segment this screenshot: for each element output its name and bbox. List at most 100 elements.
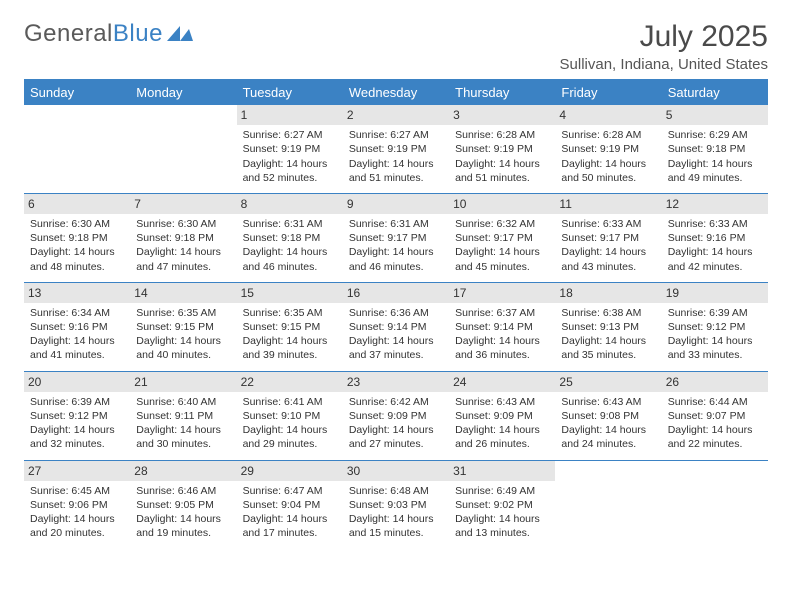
daylight-a-text: Daylight: 14 hours xyxy=(349,512,443,526)
calendar-day-cell: 3Sunrise: 6:28 AMSunset: 9:19 PMDaylight… xyxy=(449,105,555,194)
sunset-text: Sunset: 9:11 PM xyxy=(136,409,230,423)
calendar-day-cell: 12Sunrise: 6:33 AMSunset: 9:16 PMDayligh… xyxy=(662,193,768,282)
sunrise-text: Sunrise: 6:41 AM xyxy=(243,395,337,409)
page-header: GeneralBlue July 2025 Sullivan, Indiana,… xyxy=(24,20,768,73)
daylight-b-text: and 26 minutes. xyxy=(455,437,549,451)
daylight-b-text: and 29 minutes. xyxy=(243,437,337,451)
daylight-a-text: Daylight: 14 hours xyxy=(455,423,549,437)
calendar-day-cell: 25 Sunrise: 6:43 AMSunset: 9:08 PMDayligh… xyxy=(555,371,661,460)
daylight-b-text: and 48 minutes. xyxy=(30,260,124,274)
sunrise-text: Sunrise: 6:43 AM xyxy=(455,395,549,409)
sunset-text: Sunset: 9:17 PM xyxy=(455,231,549,245)
calendar-day-cell: 15Sunrise: 6:35 AMSunset: 9:15 PMDayligh… xyxy=(237,282,343,371)
daylight-a-text: Daylight: 14 hours xyxy=(243,512,337,526)
calendar-day-cell: 18Sunrise: 6:38 AMSunset: 9:13 PMDayligh… xyxy=(555,282,661,371)
day-number: 11 xyxy=(555,194,661,214)
calendar-day-cell: 9Sunrise: 6:31 AMSunset: 9:17 PMDaylight… xyxy=(343,193,449,282)
sunset-text: Sunset: 9:17 PM xyxy=(349,231,443,245)
day-number: 10 xyxy=(449,194,555,214)
day-number: 7 xyxy=(130,194,236,214)
calendar-day-cell: 11Sunrise: 6:33 AMSunset: 9:17 PMDayligh… xyxy=(555,193,661,282)
daylight-b-text: and 47 minutes. xyxy=(136,260,230,274)
sunset-text: Sunset: 9:08 PM xyxy=(561,409,655,423)
calendar-day-cell: 27Sunrise: 6:45 AMSunset: 9:06 PMDayligh… xyxy=(24,460,130,548)
day-number: 14 xyxy=(130,283,236,303)
calendar-day-cell: 2Sunrise: 6:27 AMSunset: 9:19 PMDaylight… xyxy=(343,105,449,194)
daylight-a-text: Daylight: 14 hours xyxy=(30,423,124,437)
sunset-text: Sunset: 9:07 PM xyxy=(668,409,762,423)
title-block: July 2025 Sullivan, Indiana, United Stat… xyxy=(560,20,768,73)
daylight-a-text: Daylight: 14 hours xyxy=(455,512,549,526)
calendar-day-cell: 22Sunrise: 6:41 AMSunset: 9:10 PMDayligh… xyxy=(237,371,343,460)
sunrise-text: Sunrise: 6:47 AM xyxy=(243,484,337,498)
daylight-b-text: and 51 minutes. xyxy=(349,171,443,185)
daylight-a-text: Daylight: 14 hours xyxy=(455,157,549,171)
daylight-b-text: and 19 minutes. xyxy=(136,526,230,540)
sunset-text: Sunset: 9:05 PM xyxy=(136,498,230,512)
daylight-a-text: Daylight: 14 hours xyxy=(455,334,549,348)
sunset-text: Sunset: 9:18 PM xyxy=(243,231,337,245)
daylight-b-text: and 30 minutes. xyxy=(136,437,230,451)
sunrise-text: Sunrise: 6:40 AM xyxy=(136,395,230,409)
daylight-a-text: Daylight: 14 hours xyxy=(561,157,655,171)
sunrise-text: Sunrise: 6:27 AM xyxy=(349,128,443,142)
daylight-a-text: Daylight: 14 hours xyxy=(30,512,124,526)
logo-text-2: Blue xyxy=(113,20,163,48)
sunset-text: Sunset: 9:04 PM xyxy=(243,498,337,512)
sunrise-text: Sunrise: 6:36 AM xyxy=(349,306,443,320)
calendar-day-cell xyxy=(662,460,768,548)
daylight-b-text: and 52 minutes. xyxy=(243,171,337,185)
daylight-b-text: and 36 minutes. xyxy=(455,348,549,362)
daylight-a-text: Daylight: 14 hours xyxy=(243,334,337,348)
day-number: 25 xyxy=(555,372,661,392)
calendar-day-cell: 28Sunrise: 6:46 AMSunset: 9:05 PMDayligh… xyxy=(130,460,236,548)
logo-mark-icon xyxy=(167,20,193,48)
calendar-day-cell: 20Sunrise: 6:39 AMSunset: 9:12 PMDayligh… xyxy=(24,371,130,460)
daylight-b-text: and 17 minutes. xyxy=(243,526,337,540)
day-number: 24 xyxy=(449,372,555,392)
sunset-text: Sunset: 9:19 PM xyxy=(243,142,337,156)
location-text: Sullivan, Indiana, United States xyxy=(560,56,768,73)
day-number: 8 xyxy=(237,194,343,214)
daylight-b-text: and 32 minutes. xyxy=(30,437,124,451)
sunrise-text: Sunrise: 6:48 AM xyxy=(349,484,443,498)
day-number: 4 xyxy=(555,105,661,125)
day-number: 26 xyxy=(662,372,768,392)
weekday-header: Friday xyxy=(555,80,661,105)
logo: GeneralBlue xyxy=(24,20,193,48)
calendar-day-cell xyxy=(130,105,236,194)
daylight-a-text: Daylight: 14 hours xyxy=(136,423,230,437)
daylight-b-text: and 37 minutes. xyxy=(349,348,443,362)
daylight-b-text: and 45 minutes. xyxy=(455,260,549,274)
sunset-text: Sunset: 9:16 PM xyxy=(30,320,124,334)
sunrise-text: Sunrise: 6:35 AM xyxy=(136,306,230,320)
calendar-day-cell: 21Sunrise: 6:40 AMSunset: 9:11 PMDayligh… xyxy=(130,371,236,460)
calendar-week-row: 1Sunrise: 6:27 AMSunset: 9:19 PMDaylight… xyxy=(24,105,768,194)
daylight-b-text: and 41 minutes. xyxy=(30,348,124,362)
sunset-text: Sunset: 9:12 PM xyxy=(668,320,762,334)
calendar-day-cell: 8Sunrise: 6:31 AMSunset: 9:18 PMDaylight… xyxy=(237,193,343,282)
calendar-body: 1Sunrise: 6:27 AMSunset: 9:19 PMDaylight… xyxy=(24,105,768,549)
day-number: 29 xyxy=(237,461,343,481)
daylight-a-text: Daylight: 14 hours xyxy=(561,423,655,437)
day-number: 31 xyxy=(449,461,555,481)
daylight-a-text: Daylight: 14 hours xyxy=(561,334,655,348)
sunrise-text: Sunrise: 6:33 AM xyxy=(561,217,655,231)
sunrise-text: Sunrise: 6:38 AM xyxy=(561,306,655,320)
day-number: 9 xyxy=(343,194,449,214)
sunrise-text: Sunrise: 6:29 AM xyxy=(668,128,762,142)
sunset-text: Sunset: 9:16 PM xyxy=(668,231,762,245)
daylight-a-text: Daylight: 14 hours xyxy=(243,423,337,437)
day-number: 17 xyxy=(449,283,555,303)
sunrise-text: Sunrise: 6:49 AM xyxy=(455,484,549,498)
sunset-text: Sunset: 9:19 PM xyxy=(561,142,655,156)
day-number: 15 xyxy=(237,283,343,303)
calendar-day-cell xyxy=(24,105,130,194)
daylight-a-text: Daylight: 14 hours xyxy=(668,423,762,437)
sunset-text: Sunset: 9:06 PM xyxy=(30,498,124,512)
sunrise-text: Sunrise: 6:43 AM xyxy=(561,395,655,409)
sunrise-text: Sunrise: 6:30 AM xyxy=(136,217,230,231)
weekday-header: Monday xyxy=(130,80,236,105)
sunset-text: Sunset: 9:19 PM xyxy=(349,142,443,156)
daylight-b-text: and 35 minutes. xyxy=(561,348,655,362)
